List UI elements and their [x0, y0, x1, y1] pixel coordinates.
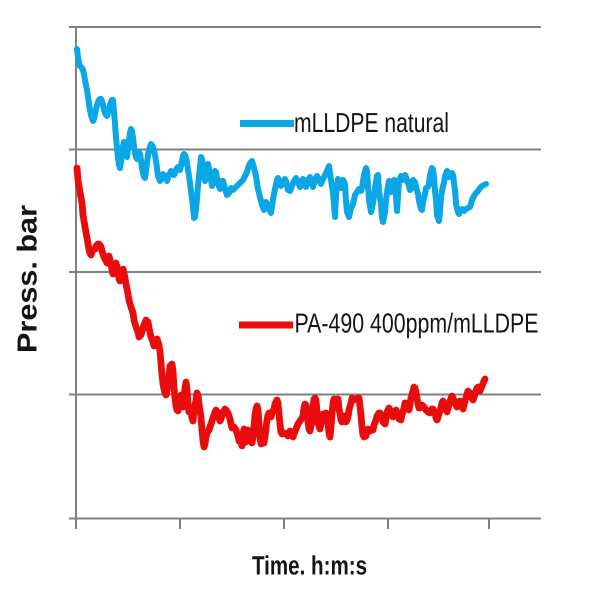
- svg-text:PA-490 400ppm/mLLDPE: PA-490 400ppm/mLLDPE: [295, 308, 539, 339]
- svg-text:mLLDPE natural: mLLDPE natural: [294, 107, 449, 138]
- svg-text:Time. h:m:s: Time. h:m:s: [252, 551, 367, 581]
- svg-text:Press. bar: Press. bar: [12, 205, 43, 353]
